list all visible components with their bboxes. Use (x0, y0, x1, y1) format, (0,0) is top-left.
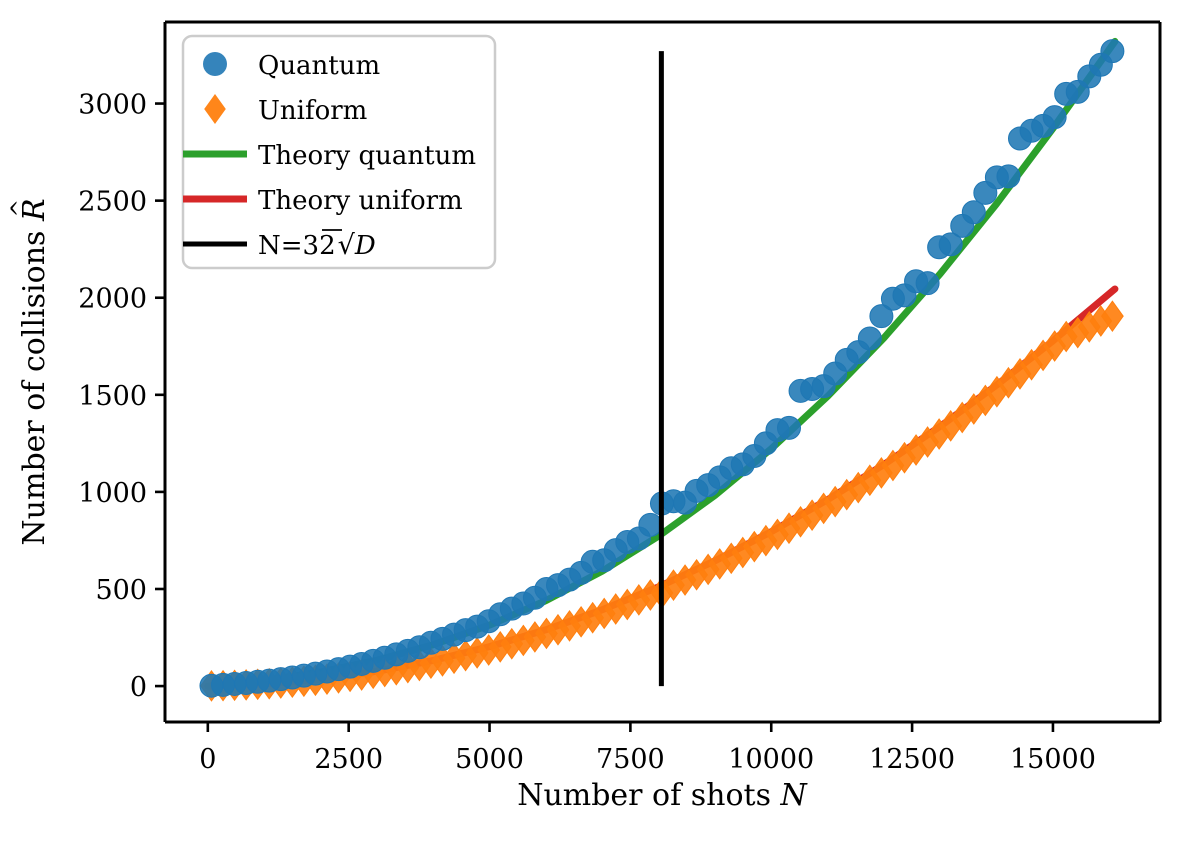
threshold-prefix: N=32 (258, 231, 336, 261)
legend-label: Theory quantum (258, 141, 476, 171)
y-tick-label: 500 (95, 575, 147, 606)
quantum-marker (938, 232, 963, 257)
legend-marker-circle (203, 52, 227, 76)
y-axis-label-symbol: R (17, 198, 52, 222)
x-tick-label: 2500 (314, 744, 383, 775)
y-tick-label: 1500 (78, 381, 147, 412)
x-axis-ticks: 0 2500 5000 7500 10000 12500 15000 (199, 722, 1096, 775)
x-axis-label: Number of shots N (517, 778, 808, 813)
threshold-radicand: D (354, 231, 376, 261)
chart-legend: Quantum Uniform Theory quantum Theory unifo… (181, 34, 497, 270)
x-axis-label-text: Number of shots (517, 778, 771, 813)
series-quantum-points (199, 39, 1125, 698)
y-axis-label-text: Number of collisions (17, 231, 52, 546)
y-axis-label-hat: ^ (8, 199, 33, 217)
quantum-marker (1100, 39, 1125, 64)
x-tick-label: 15000 (1010, 744, 1096, 775)
legend-label: Uniform (258, 96, 367, 126)
quantum-marker (869, 304, 894, 329)
quantum-marker (638, 512, 663, 537)
quantum-marker (857, 326, 882, 351)
x-tick-label: 0 (199, 744, 216, 775)
y-axis-label: Number of collisions R^ (8, 198, 52, 545)
legend-label-threshold: N=32√D (258, 230, 376, 261)
y-tick-label: 2500 (78, 187, 147, 218)
quantum-marker (961, 200, 986, 225)
legend-label: Theory uniform (258, 186, 463, 216)
x-axis-label-symbol: N (780, 778, 809, 813)
x-tick-label: 7500 (596, 744, 665, 775)
y-axis-ticks: 0 500 1000 1500 2000 2500 3000 (78, 90, 165, 703)
quantum-marker (776, 415, 801, 440)
y-tick-label: 0 (130, 672, 147, 703)
x-tick-label: 12500 (869, 744, 955, 775)
legend-items: Quantum Uniform Theory quantum Theory unifo… (183, 51, 476, 261)
axes-spines (163, 20, 1162, 724)
quantum-marker (1042, 105, 1067, 130)
radical-glyph: √ (338, 230, 356, 261)
quantum-marker (915, 271, 940, 296)
y-tick-label: 2000 (78, 284, 147, 315)
y-tick-label: 3000 (78, 90, 147, 121)
quantum-marker (996, 164, 1021, 189)
y-tick-label: 1000 (78, 478, 147, 509)
x-tick-label: 10000 (728, 744, 814, 775)
x-tick-label: 5000 (455, 744, 524, 775)
legend-label: Quantum (258, 51, 380, 81)
uniform-marker (1100, 300, 1124, 333)
legend-marker-diamond (204, 94, 226, 124)
